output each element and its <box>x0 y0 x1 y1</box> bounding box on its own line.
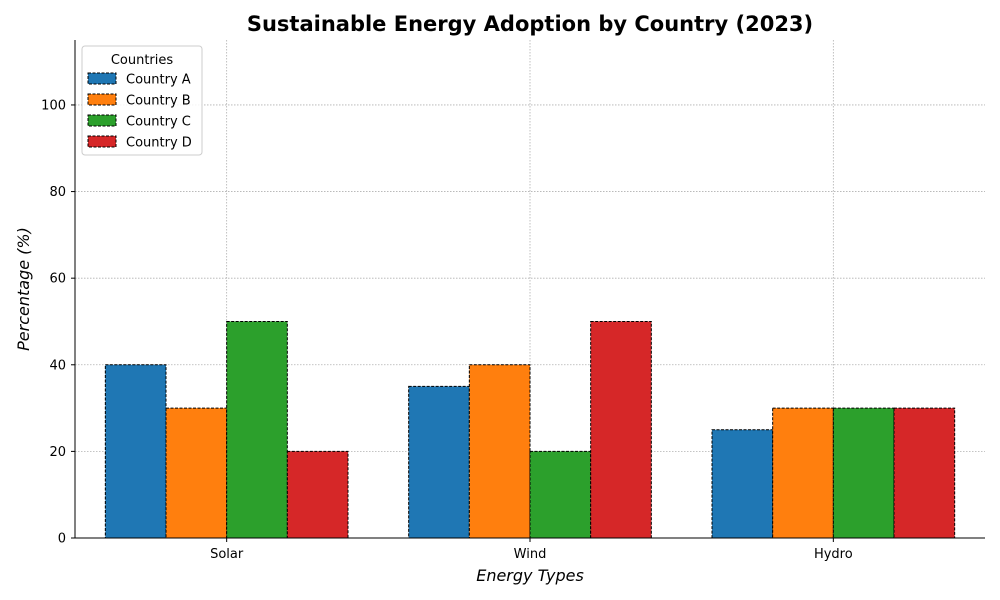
bar-country-a-wind <box>408 385 470 539</box>
bar-country-b-hydro <box>772 407 834 539</box>
y-tick-label: 40 <box>49 358 66 373</box>
bar-country-d-solar <box>286 450 349 539</box>
x-ticks: Solar Wind Hydro <box>210 538 853 562</box>
y-axis-label: Percentage (%) <box>14 227 33 351</box>
x-axis-label: Energy Types <box>476 566 584 585</box>
bar-country-c-hydro <box>832 407 895 539</box>
legend-label: Country B <box>126 94 191 109</box>
y-ticks: 0 20 40 60 80 100 <box>41 98 75 547</box>
legend-swatch <box>87 114 117 127</box>
legend-swatch <box>87 135 117 148</box>
y-tick-label: 100 <box>41 98 66 113</box>
bar-country-b-solar <box>165 407 228 539</box>
bar-country-d-wind <box>590 320 652 539</box>
bars <box>104 320 956 539</box>
legend-label: Country C <box>126 115 191 130</box>
legend-label: Country A <box>126 73 191 88</box>
bar-country-c-solar <box>226 320 288 539</box>
legend: Countries Country A Country B Country C Cou… <box>81 45 203 156</box>
x-tick-label: Solar <box>210 547 244 562</box>
legend-title: Countries <box>111 53 174 68</box>
x-tick-label: Hydro <box>814 547 853 562</box>
bar-country-a-hydro <box>711 429 774 539</box>
bar-country-d-hydro <box>893 407 956 539</box>
legend-swatch <box>87 93 117 106</box>
y-tick-label: 20 <box>49 445 66 460</box>
bar-country-b-wind <box>468 364 531 539</box>
x-tick-label: Wind <box>514 547 547 562</box>
y-tick-label: 80 <box>49 185 66 200</box>
y-tick-label: 0 <box>58 532 66 547</box>
chart-title: Sustainable Energy Adoption by Country (… <box>247 12 813 36</box>
bar-country-a-solar <box>104 364 167 539</box>
legend-swatch <box>87 72 117 85</box>
y-tick-label: 60 <box>49 272 66 287</box>
bar-country-c-wind <box>529 450 592 539</box>
legend-label: Country D <box>126 136 192 151</box>
